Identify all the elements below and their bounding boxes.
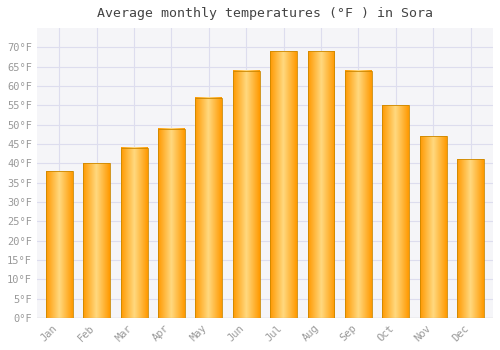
Bar [308,51,334,318]
Bar [420,136,446,318]
Bar [196,98,222,318]
Bar [83,163,110,318]
Bar [270,51,297,318]
Bar [120,148,148,318]
Bar [457,160,484,318]
Bar [345,71,372,318]
Bar [233,71,260,318]
Title: Average monthly temperatures (°F ) in Sora: Average monthly temperatures (°F ) in So… [97,7,433,20]
Bar [382,105,409,318]
Bar [46,171,72,318]
Bar [158,128,185,318]
